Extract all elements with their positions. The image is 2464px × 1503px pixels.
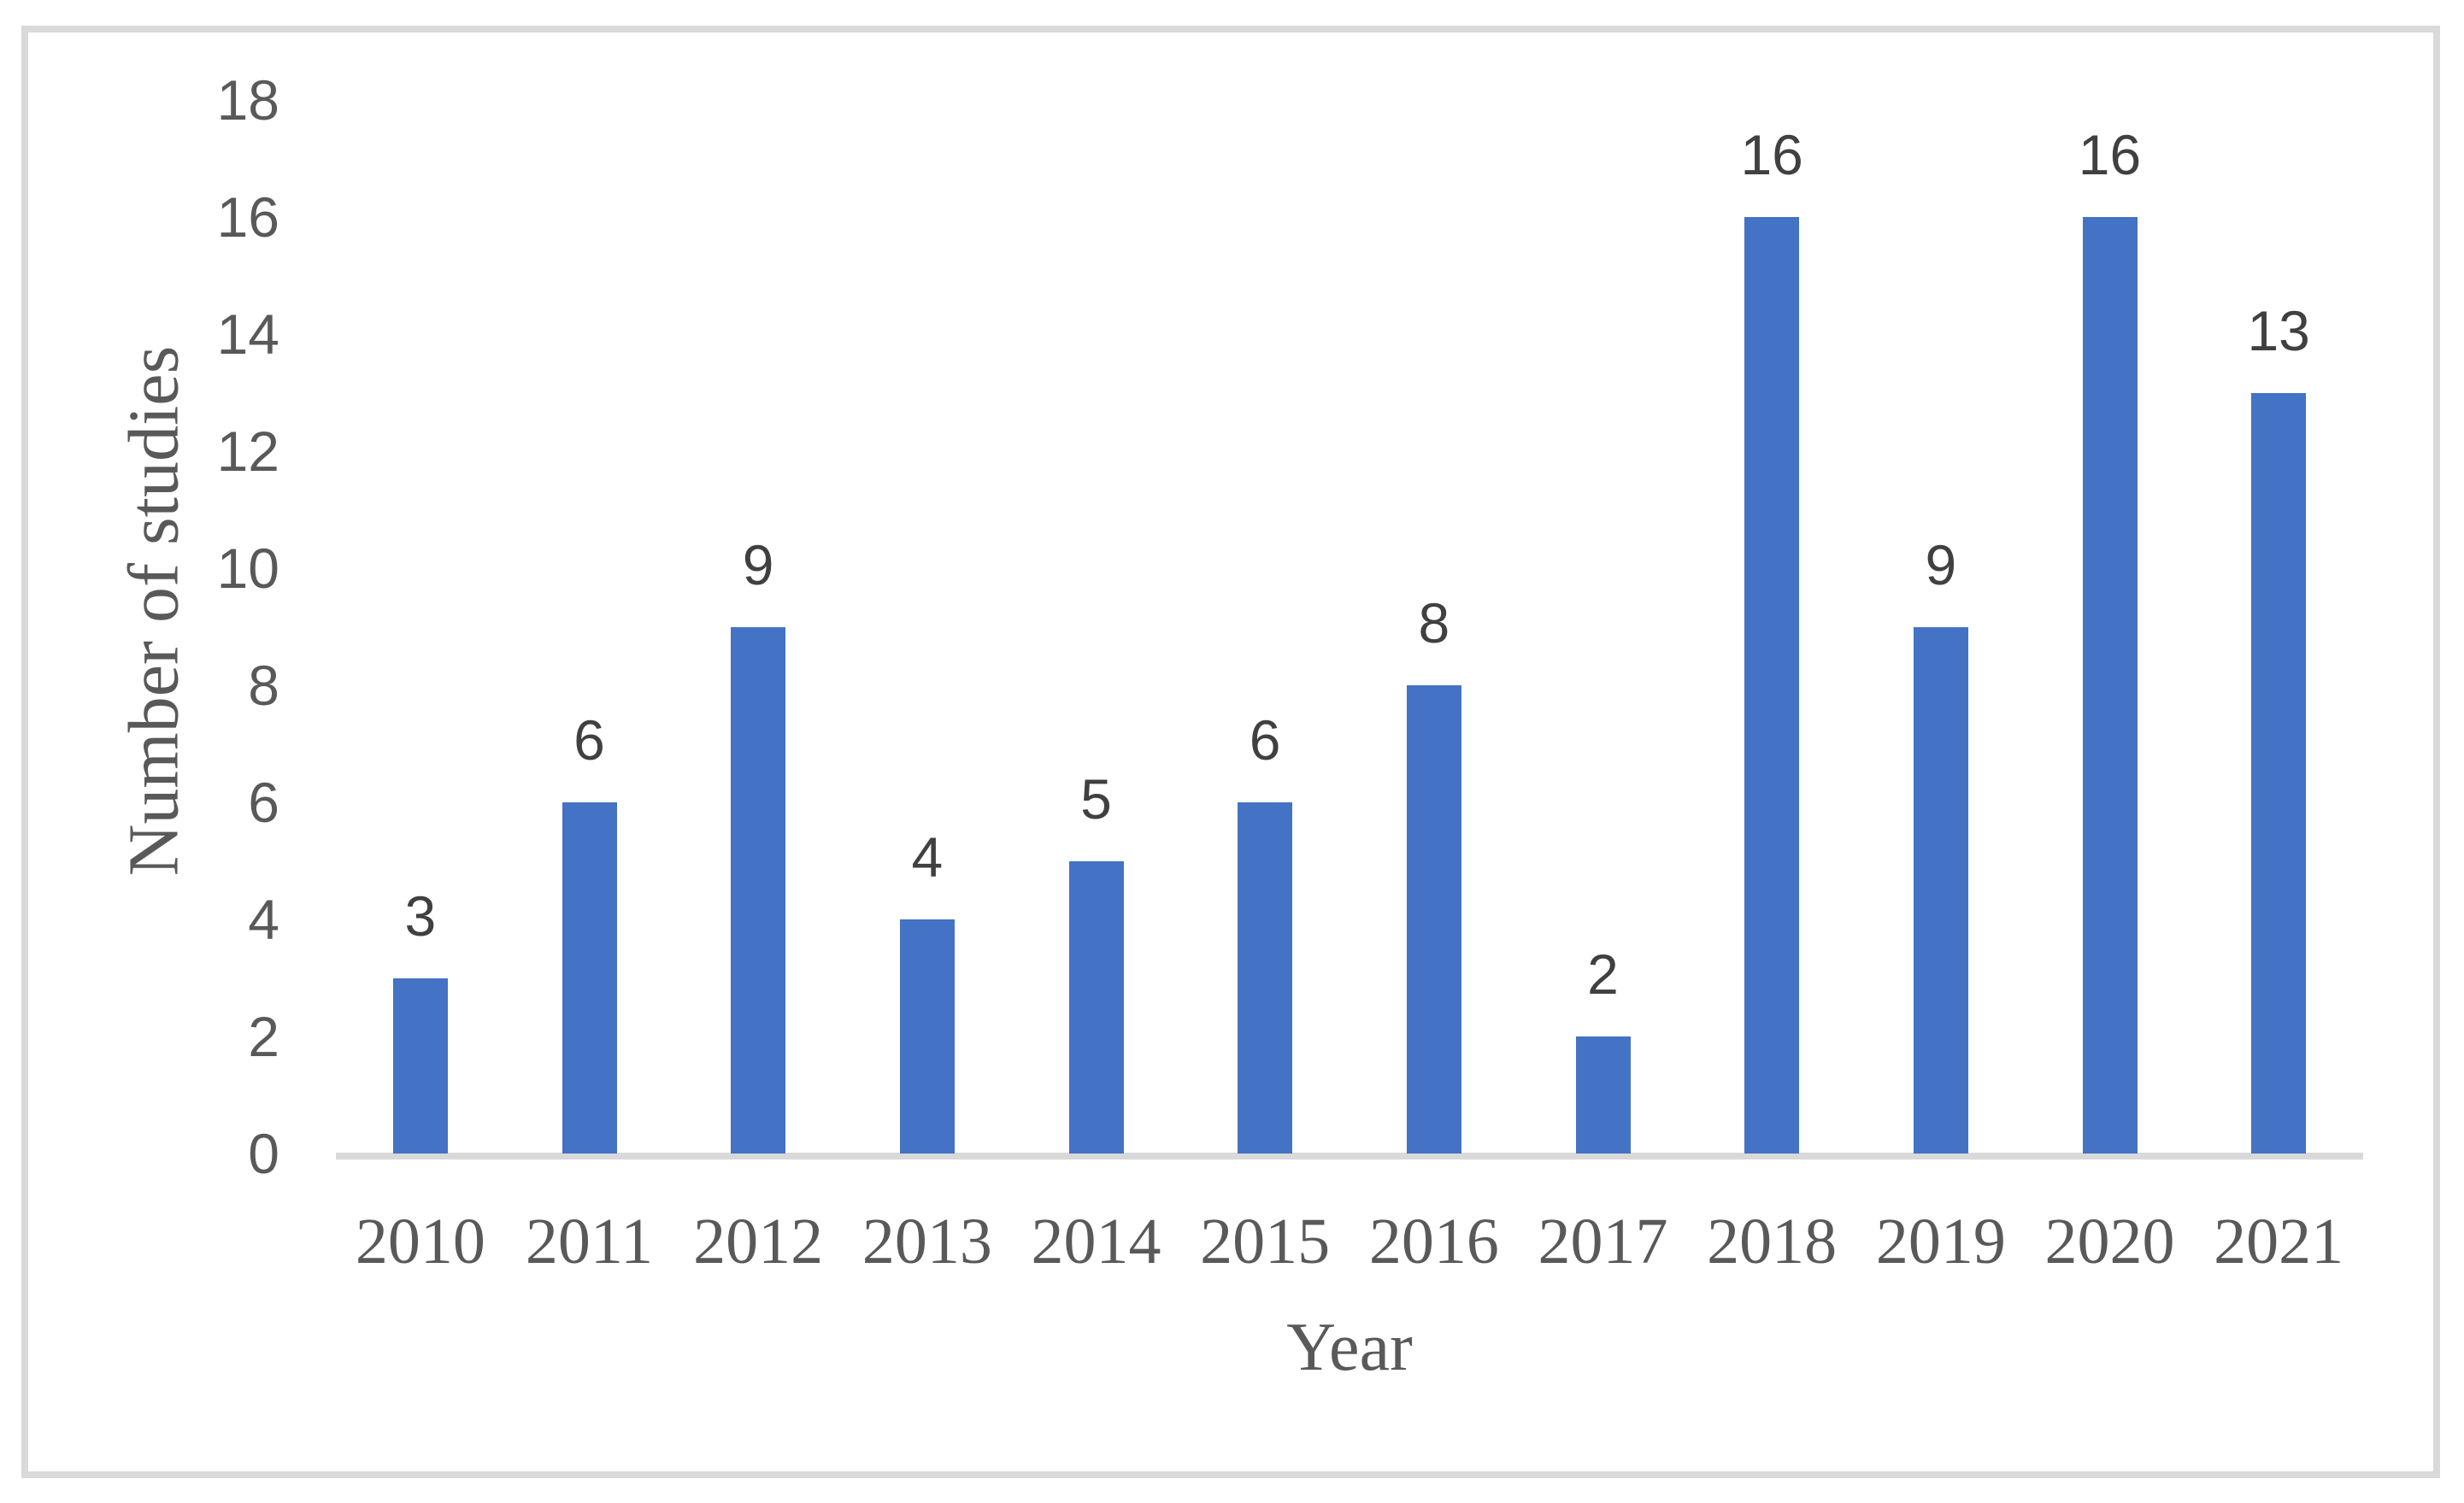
x-category-label: 2020 [2044,1206,2175,1277]
bar-value-label: 2 [1587,942,1619,1006]
bar-value-label: 3 [404,884,437,948]
y-tick-label: 16 [216,185,279,249]
bar-value-label: 13 [2247,298,2310,362]
x-category-label: 2010 [355,1206,485,1277]
bar [392,978,448,1154]
bar-value-label: 9 [1925,532,1957,596]
bar-value-label: 5 [1080,766,1112,831]
bar [562,802,617,1154]
bar-value-label: 16 [2078,123,2142,186]
y-tick-label: 0 [248,1122,279,1185]
y-tick-label: 8 [248,654,279,717]
bar [1068,860,1124,1154]
bar-value-label: 9 [742,532,774,596]
y-tick-label: 4 [248,888,279,951]
bar [2251,392,2307,1154]
bar [1238,802,1293,1154]
x-category-label: 2014 [1031,1206,1161,1277]
bar-value-label: 8 [1418,591,1450,655]
y-tick-label: 18 [216,68,279,132]
y-tick-label: 12 [216,420,279,483]
x-category-label: 2011 [525,1206,654,1277]
bar [2082,217,2138,1154]
y-tick-label: 14 [216,302,279,366]
bar-value-label: 16 [1740,123,1803,186]
x-category-label: 2016 [1368,1206,1499,1277]
y-tick-label: 6 [248,771,279,834]
bar [899,919,955,1154]
bar [1913,626,1968,1154]
x-category-label: 2013 [862,1206,992,1277]
bar [731,626,786,1154]
x-category-label: 2018 [1707,1206,1838,1277]
x-category-label: 2019 [1875,1206,2006,1277]
x-category-label: 2017 [1538,1206,1668,1277]
bar-value-label: 6 [573,708,605,772]
x-axis-title: Year [1286,1310,1413,1385]
figure-border [21,26,2440,1478]
y-tick-label: 2 [248,1005,279,1068]
bar [1406,685,1461,1154]
x-category-label: 2012 [693,1206,824,1277]
bar-value-label: 4 [911,825,944,889]
x-category-label: 2021 [2214,1206,2344,1277]
bar [1575,1036,1631,1154]
bar [1744,217,1800,1154]
x-category-label: 2015 [1200,1206,1331,1277]
x-axis-line [336,1153,2363,1160]
y-tick-label: 10 [216,537,279,600]
bar-value-label: 6 [1249,708,1281,772]
